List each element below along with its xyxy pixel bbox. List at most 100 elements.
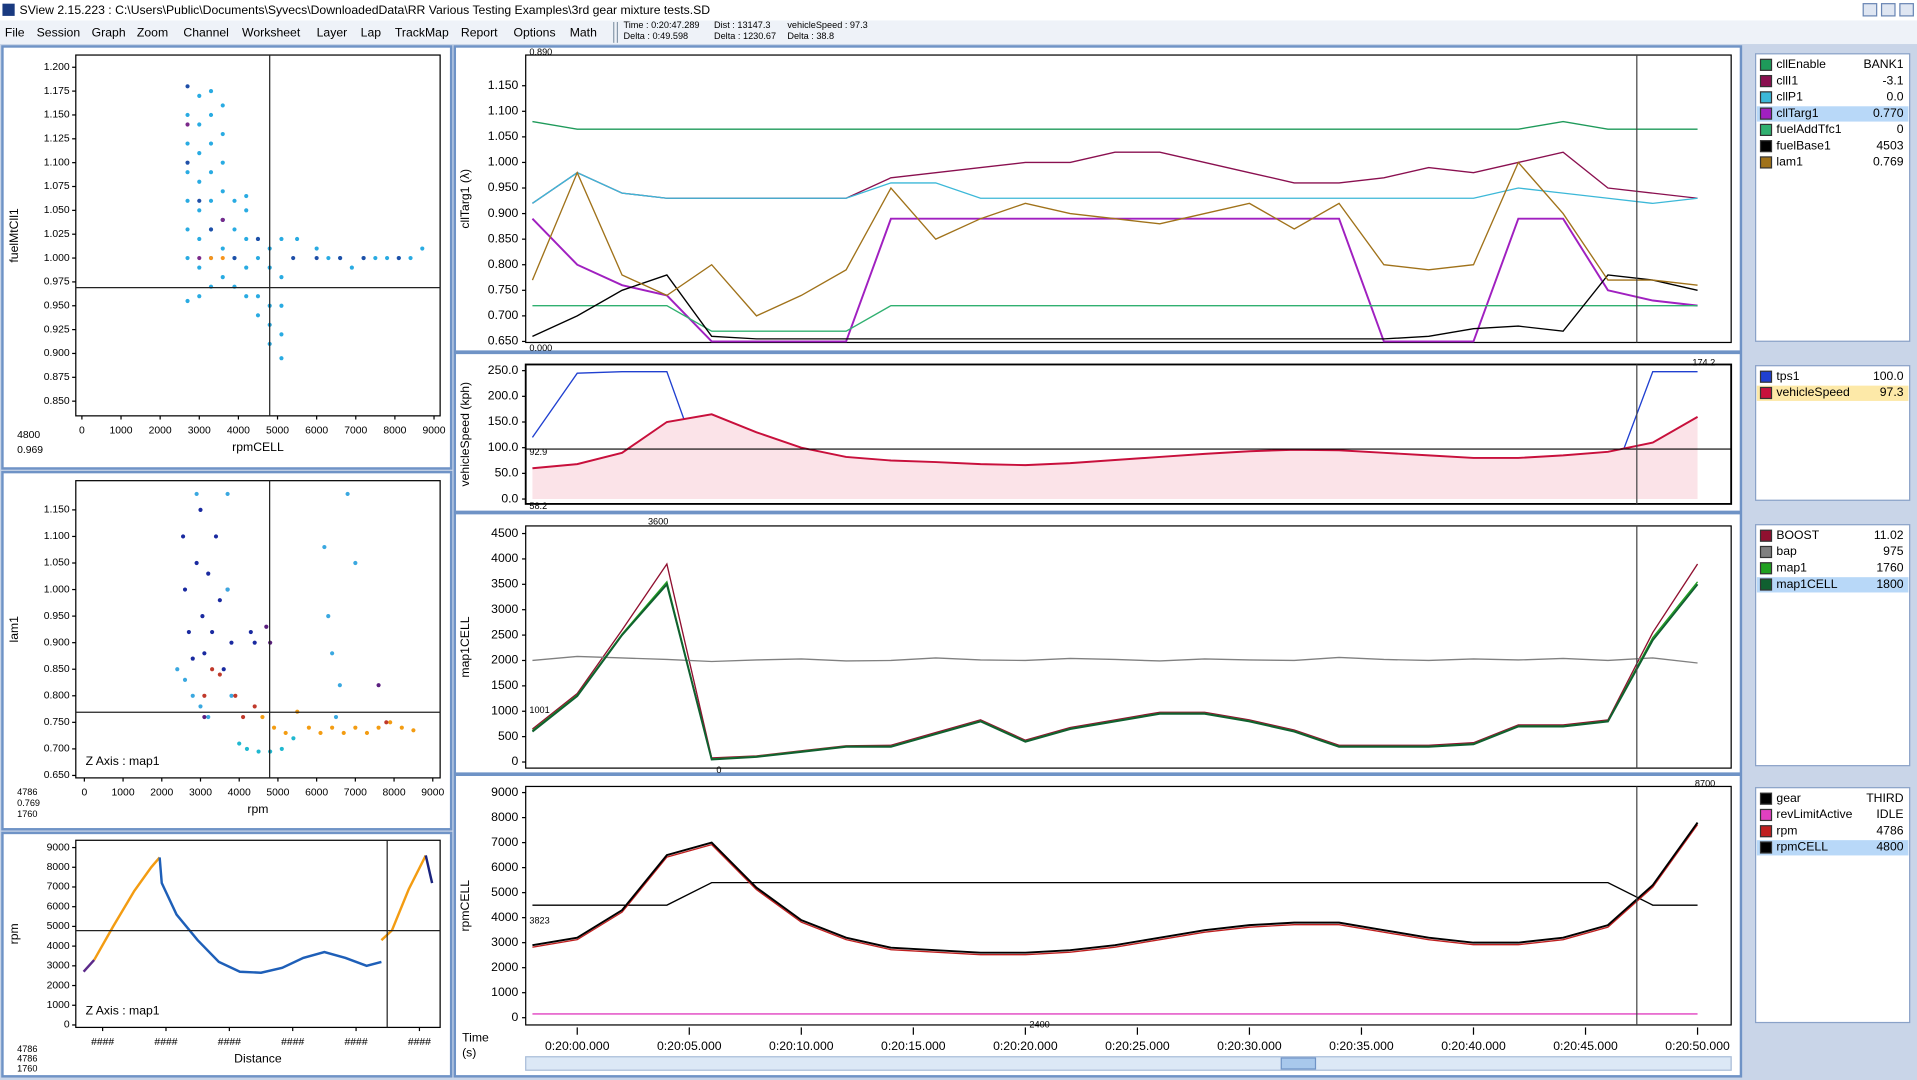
y-tick-label: 0.650: [488, 334, 519, 348]
menu-item[interactable]: Report: [461, 25, 498, 39]
channel-row[interactable]: cllTarg1 0.770: [1756, 106, 1909, 122]
row-highlight: [1756, 385, 1909, 401]
channel-row[interactable]: fuelAddTfc1 0: [1759, 122, 1904, 136]
scatter-point: [244, 294, 249, 299]
time-axis-label: Time: [462, 1031, 489, 1045]
channel-row[interactable]: vehicleSpeed 97.3: [1756, 385, 1909, 401]
marker-label: 1001: [529, 705, 549, 715]
y-tick-label: 1.100: [488, 104, 519, 118]
scatter-point: [185, 160, 190, 165]
scatter-point: [185, 170, 190, 175]
scatter-point: [182, 587, 188, 592]
channel-row[interactable]: revLimitActive IDLE: [1759, 807, 1904, 821]
menu-item[interactable]: Graph: [92, 25, 126, 39]
y-tick-label: 0.800: [488, 257, 519, 271]
channel-value: 11.02: [1874, 528, 1904, 542]
y-tick-label: 8000: [491, 810, 518, 824]
menu-item[interactable]: File: [5, 25, 25, 39]
channel-swatch: [1759, 107, 1773, 120]
scatter-point: [244, 746, 250, 751]
close-button[interactable]: [1899, 3, 1914, 17]
channel-row[interactable]: rpm 4786: [1759, 823, 1904, 837]
scatter-point: [208, 227, 214, 232]
scatter-point: [255, 313, 261, 318]
scrollbar[interactable]: [525, 1056, 1732, 1071]
channel-row[interactable]: BOOST 11.02: [1759, 528, 1904, 542]
cursor-readout: 4800: [17, 430, 40, 441]
scrollbar-thumb[interactable]: [1280, 1057, 1317, 1070]
channel-name: cllEnable: [1776, 57, 1826, 71]
status-dist: Dist : 13147.3: [714, 20, 770, 30]
scatter-point: [206, 571, 211, 576]
channel-name: cllP1: [1776, 90, 1803, 104]
scatter-point: [373, 255, 378, 261]
menu-item[interactable]: Math: [570, 25, 597, 39]
channel-row[interactable]: tps1 100.0: [1759, 369, 1904, 383]
y-tick-label: 0: [512, 754, 519, 768]
scatter-point: [208, 170, 214, 175]
cursor-readout: 1760: [17, 809, 37, 819]
channel-row[interactable]: gear THIRD: [1759, 791, 1904, 805]
y-tick-label: 0.850: [44, 664, 70, 675]
scatter-point: [232, 198, 237, 203]
menu-item[interactable]: TrackMap: [395, 25, 449, 39]
scatter-point: [202, 714, 207, 720]
x-tick-label: 5000: [266, 425, 289, 436]
scatter-point: [190, 656, 195, 661]
channel-row[interactable]: rpmCELL 4800: [1756, 840, 1909, 856]
cursor-readout: 0.969: [17, 445, 43, 456]
channel-row[interactable]: cllP1 0.0: [1759, 90, 1904, 104]
channel-name: fuelBase1: [1776, 138, 1831, 152]
y-tick-label: 5000: [47, 921, 70, 932]
plot-area: [525, 525, 1732, 769]
menu-item[interactable]: Worksheet: [242, 25, 301, 39]
scatter-point: [388, 720, 393, 725]
y-tick-label: 8000: [47, 862, 70, 873]
channel-row[interactable]: map1 1760: [1759, 560, 1904, 574]
channel-row[interactable]: cllI1 -3.1: [1759, 73, 1904, 87]
menu-item[interactable]: Options: [513, 25, 555, 39]
channel-row[interactable]: cllEnable BANK1: [1759, 57, 1904, 71]
menu-item[interactable]: Layer: [317, 25, 348, 39]
restore-button[interactable]: [1862, 3, 1878, 17]
menu-item[interactable]: Lap: [361, 25, 382, 39]
scatter-point: [330, 651, 335, 656]
y-tick-label: 2500: [491, 627, 518, 641]
y-tick-label: 1.025: [44, 229, 70, 240]
x-tick-label: 0:20:05.000: [657, 1039, 722, 1053]
trace-line: [93, 856, 161, 961]
trace-line: [532, 824, 1699, 956]
y-tick-label: 1.200: [44, 62, 70, 73]
x-tick-label: ####: [154, 1037, 177, 1048]
channel-swatch: [1759, 792, 1773, 805]
scatter-point: [213, 534, 219, 539]
scatter-point: [194, 491, 199, 497]
menu-item[interactable]: Channel: [183, 25, 229, 39]
channel-list: [1755, 787, 1911, 1024]
channel-row[interactable]: bap 975: [1759, 544, 1904, 558]
marker-label: 3600: [648, 517, 668, 527]
z-axis-note: Z Axis : map1: [86, 754, 160, 768]
channel-row[interactable]: lam1 0.769: [1759, 155, 1904, 169]
scatter-point: [333, 714, 339, 720]
channel-row[interactable]: map1CELL 1800: [1756, 577, 1909, 593]
scatter-point: [210, 629, 215, 635]
minimize-button[interactable]: [1880, 3, 1896, 17]
y-tick-label: 4500: [491, 526, 518, 540]
menu-item[interactable]: Session: [37, 25, 80, 39]
y-tick-label: 0.700: [488, 308, 519, 322]
y-tick-label: 0.650: [44, 770, 70, 781]
y-tick-label: 0.0: [501, 491, 518, 505]
scatter-point: [279, 356, 284, 361]
channel-row[interactable]: fuelBase1 4503: [1759, 138, 1904, 152]
scatter-point: [197, 265, 202, 270]
plot-traces: [532, 822, 1699, 1015]
y-tick-label: 0.850: [488, 231, 519, 245]
trace-line: [532, 413, 1699, 470]
y-axis-label: vehicleSpeed (kph): [458, 382, 472, 487]
scatter-point: [295, 236, 300, 242]
channel-swatch: [1759, 58, 1773, 71]
scatter-point: [384, 720, 389, 725]
menu-item[interactable]: Zoom: [137, 25, 168, 39]
